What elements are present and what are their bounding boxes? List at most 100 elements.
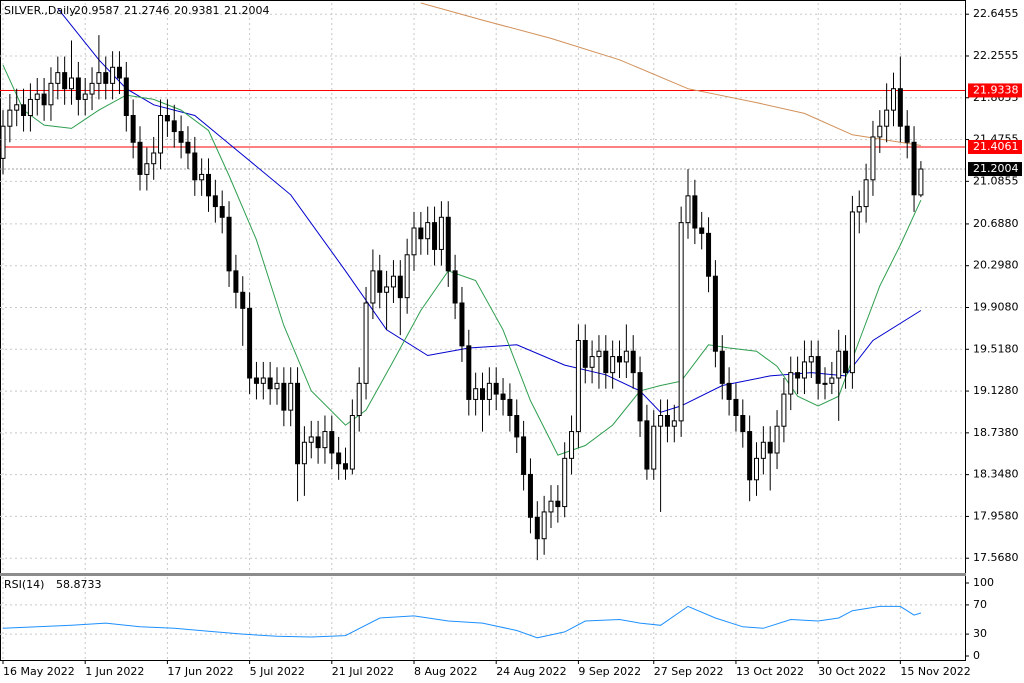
rsi-tick-label: 0 (973, 649, 980, 662)
candle-body-bear (617, 356, 622, 363)
candle-body-bull (685, 195, 691, 224)
candle-body-bear (500, 393, 506, 400)
candle-body-bull (48, 82, 54, 106)
moving-average (2, 64, 922, 456)
moving-average (420, 2, 921, 146)
candle-body-bull (801, 361, 807, 379)
candle-body-bull (836, 350, 842, 379)
header-value: 20.9381 (174, 4, 220, 17)
candle-body-bear (192, 152, 198, 181)
candle-body-bull (671, 420, 677, 427)
y-tick-label: 17.9580 (973, 509, 1019, 522)
candle-body-bull (754, 457, 759, 481)
candle-body-bull (349, 415, 355, 470)
y-tick-label: 22.2555 (973, 49, 1019, 62)
candle-body-bear (418, 227, 424, 240)
candle-body-bull (548, 500, 554, 513)
candle-body-bear (62, 72, 68, 90)
candle-body-bear (432, 222, 438, 250)
candle-body-bear (377, 270, 383, 293)
candle-body-bear (740, 415, 746, 433)
candle-body-bull (623, 350, 629, 363)
level-tag (968, 83, 1022, 98)
rsi-tick-label: 30 (973, 627, 987, 640)
candle-body-bear (445, 216, 451, 272)
candle-body-bear (664, 415, 670, 427)
y-tick-label: 22.6455 (973, 7, 1019, 20)
candle-body-bull (55, 72, 61, 84)
candle-body-bear (171, 120, 177, 133)
header-value: 21.2746 (124, 4, 170, 17)
rsi-line (2, 605, 922, 639)
y-tick-label: 19.1280 (973, 384, 1019, 397)
y-tick-label: 21.0855 (973, 174, 1019, 187)
candle-body-bull (829, 377, 835, 384)
candle-body-bull (760, 441, 766, 459)
candle-body-bear (178, 131, 184, 143)
candle-body-bear (527, 473, 533, 518)
candle-body-bear (747, 431, 753, 481)
chart-title: SILVER.,Daily (4, 4, 76, 17)
candle-body-bear (329, 431, 335, 454)
x-tick-label: 5 Jul 2022 (250, 665, 305, 678)
candle-body-bull (473, 388, 479, 400)
candle-body-bear (137, 141, 143, 175)
candle-body-bull (788, 372, 794, 395)
candle-body-bear (534, 516, 540, 540)
candle-body-bull (589, 356, 595, 368)
candles (0, 35, 924, 561)
candle-body-bear (240, 291, 246, 309)
candle-body-bear (185, 141, 191, 154)
candle-body-bear (281, 382, 287, 411)
x-tick-label: 16 May 2022 (3, 665, 75, 678)
candle-body-bear (343, 463, 348, 470)
candle-body-bull (569, 431, 575, 459)
candle-body-bull (34, 93, 40, 100)
candle-body-bull (877, 125, 883, 138)
candle-body-bear (555, 500, 561, 508)
candle-body-bull (863, 179, 869, 208)
candle-body-bear (692, 195, 698, 229)
grid (0, 3, 969, 664)
x-tick-label: 9 Sep 2022 (578, 665, 641, 678)
candle-body-bull (89, 82, 95, 95)
candle-body-bull (822, 382, 828, 385)
candle-body-bear (521, 436, 527, 475)
candle-body-bull (575, 340, 581, 433)
candle-body-bear (514, 415, 520, 438)
labels: 22.645522.255521.865521.475521.085520.68… (3, 7, 1022, 678)
candle-body-bear (507, 398, 513, 416)
y-tick-label: 19.5180 (973, 342, 1019, 355)
candle-body-bull (404, 254, 410, 299)
candle-body-bull (808, 356, 814, 363)
candle-body-bear (130, 115, 136, 143)
candle-body-bull (144, 163, 150, 175)
candle-body-bull (870, 136, 876, 181)
candle-body-bull (69, 77, 74, 90)
x-tick-label: 15 Nov 2022 (900, 665, 970, 678)
pane-separator (0, 573, 966, 576)
candle-body-bear (603, 350, 609, 374)
candle-body-bear (466, 345, 472, 400)
candle-body-bull (856, 206, 862, 213)
candle-body-bull (322, 431, 328, 449)
candle-body-bear (767, 441, 773, 454)
candle-body-bear (295, 382, 301, 465)
candle-body-bull (438, 216, 444, 250)
candle-body-bear (630, 350, 636, 374)
y-tick-label: 18.7380 (973, 426, 1019, 439)
indicator-lines (0, 2, 965, 639)
candle-body-bear (253, 377, 259, 384)
level-tag (968, 139, 1022, 154)
candle-body-bear (911, 141, 917, 196)
x-tick-label: 13 Oct 2022 (736, 665, 804, 678)
candle-body-bull (411, 227, 417, 256)
y-tick-label: 18.3480 (973, 468, 1019, 481)
header-value: 20.9587 (74, 4, 120, 17)
candle-body-bull (884, 109, 890, 127)
candle-body-bear (219, 206, 225, 218)
candle-body-bull (274, 382, 280, 390)
x-tick-label: 27 Sep 2022 (654, 665, 724, 678)
candle-body-bull (651, 425, 657, 470)
candle-body-bull (363, 302, 369, 384)
